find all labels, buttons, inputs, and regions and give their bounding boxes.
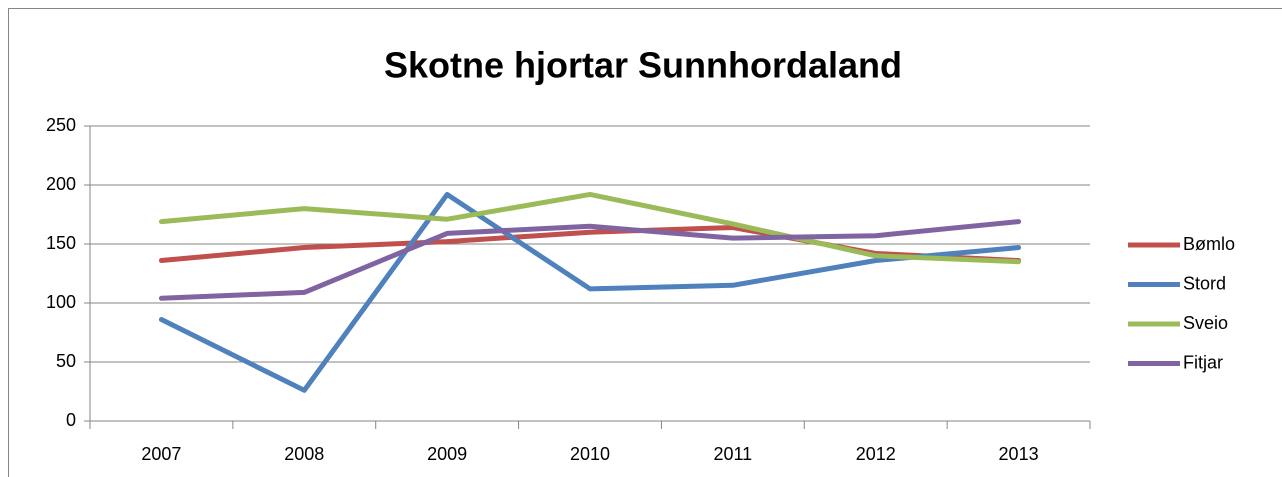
x-tick-label: 2007 [141,444,181,464]
legend-label: Stord [1183,273,1226,293]
legend-label: Fitjar [1183,352,1223,372]
y-tick-label: 0 [66,410,76,430]
x-tick-label: 2011 [713,444,752,464]
y-tick-label: 100 [46,292,76,312]
series-line [158,219,1022,301]
legend-label: Bømlo [1183,234,1235,254]
series-line [158,191,1022,265]
series-line [158,191,1022,393]
x-tick-label: 2013 [999,444,1039,464]
chart-frame [8,8,1282,477]
x-tick-label: 2010 [570,444,610,464]
y-tick-label: 250 [46,115,76,135]
legend-label: Sveio [1183,313,1228,333]
chart-title: Skotne hjortar Sunnhordaland [384,45,902,86]
y-tick-label: 50 [56,351,76,371]
x-tick-label: 2012 [856,444,896,464]
y-tick-label: 150 [46,233,76,253]
x-tick-label: 2008 [284,444,324,464]
x-tick-label: 2009 [427,444,467,464]
y-tick-label: 200 [46,174,76,194]
